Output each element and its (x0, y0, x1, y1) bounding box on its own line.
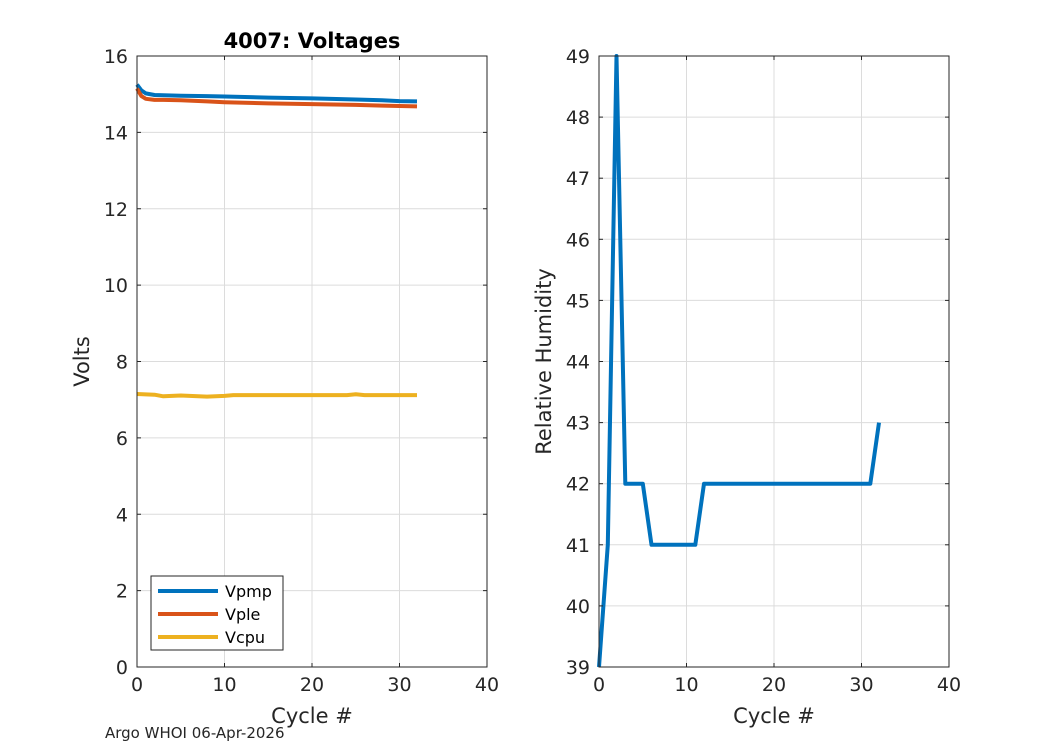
voltages-xlabel: Cycle # (271, 704, 353, 728)
humidity-ytick-label: 39 (566, 657, 590, 679)
humidity-axes: 0 10 20 30 40 39 40 41 42 43 44 45 46 47 48 49 Cycle # Re… (532, 46, 961, 728)
humidity-ytick-label: 47 (566, 168, 590, 190)
voltages-legend: Vpmp Vple Vcpu (150, 575, 284, 651)
voltages-ytick-label: 6 (116, 428, 128, 450)
humidity-series-rh (597, 54, 881, 668)
voltages-ytick-label: 12 (104, 199, 128, 221)
voltages-series-vcpu (136, 392, 417, 399)
humidity-ytick-label: 42 (566, 474, 590, 496)
voltages-ytick-label: 10 (104, 275, 128, 297)
voltages-series-vpmp (135, 83, 418, 104)
voltages-xtick-label: 40 (475, 674, 499, 696)
humidity-ytick-label: 49 (566, 46, 590, 68)
voltages-xtick-label: 0 (131, 674, 143, 696)
legend-label-vpmp: Vpmp (225, 582, 272, 601)
humidity-xtick-label: 30 (849, 674, 873, 696)
humidity-xtick-label: 20 (762, 674, 786, 696)
humidity-ytick-label: 43 (566, 413, 590, 435)
humidity-xlabel: Cycle # (733, 704, 815, 728)
humidity-ytick-label: 45 (566, 290, 590, 312)
footer-credit: Argo WHOI 06-Apr-2026 (105, 724, 285, 742)
humidity-ytick-label: 46 (566, 229, 590, 251)
voltages-ytick-label: 14 (104, 122, 128, 144)
humidity-ytick-label: 44 (566, 352, 590, 374)
humidity-xtick-label: 0 (593, 674, 605, 696)
humidity-xtick-label: 10 (674, 674, 698, 696)
voltages-ytick-label: 0 (116, 657, 128, 679)
legend-label-vcpu: Vcpu (225, 628, 265, 647)
voltages-ytick-label: 8 (116, 352, 128, 374)
voltages-title: 4007: Voltages (224, 29, 401, 53)
voltages-axes: 0 10 20 30 40 0 2 4 6 8 10 12 14 16 Cycle # Volts 4007: … (70, 29, 499, 728)
voltages-xtick-label: 20 (300, 674, 324, 696)
humidity-ytick-label: 48 (566, 107, 590, 129)
humidity-xtick-label: 40 (937, 674, 961, 696)
voltages-series-vple (135, 87, 418, 109)
voltages-ytick-label: 16 (104, 46, 128, 68)
legend-label-vple: Vple (225, 605, 260, 624)
voltages-ylabel: Volts (70, 336, 94, 387)
humidity-ylabel: Relative Humidity (532, 268, 556, 455)
voltages-xtick-label: 30 (387, 674, 411, 696)
humidity-ytick-label: 41 (566, 535, 590, 557)
voltages-ytick-label: 4 (116, 504, 128, 526)
voltages-xtick-label: 10 (212, 674, 236, 696)
humidity-ytick-label: 40 (566, 596, 590, 618)
voltages-ytick-label: 2 (116, 581, 128, 603)
